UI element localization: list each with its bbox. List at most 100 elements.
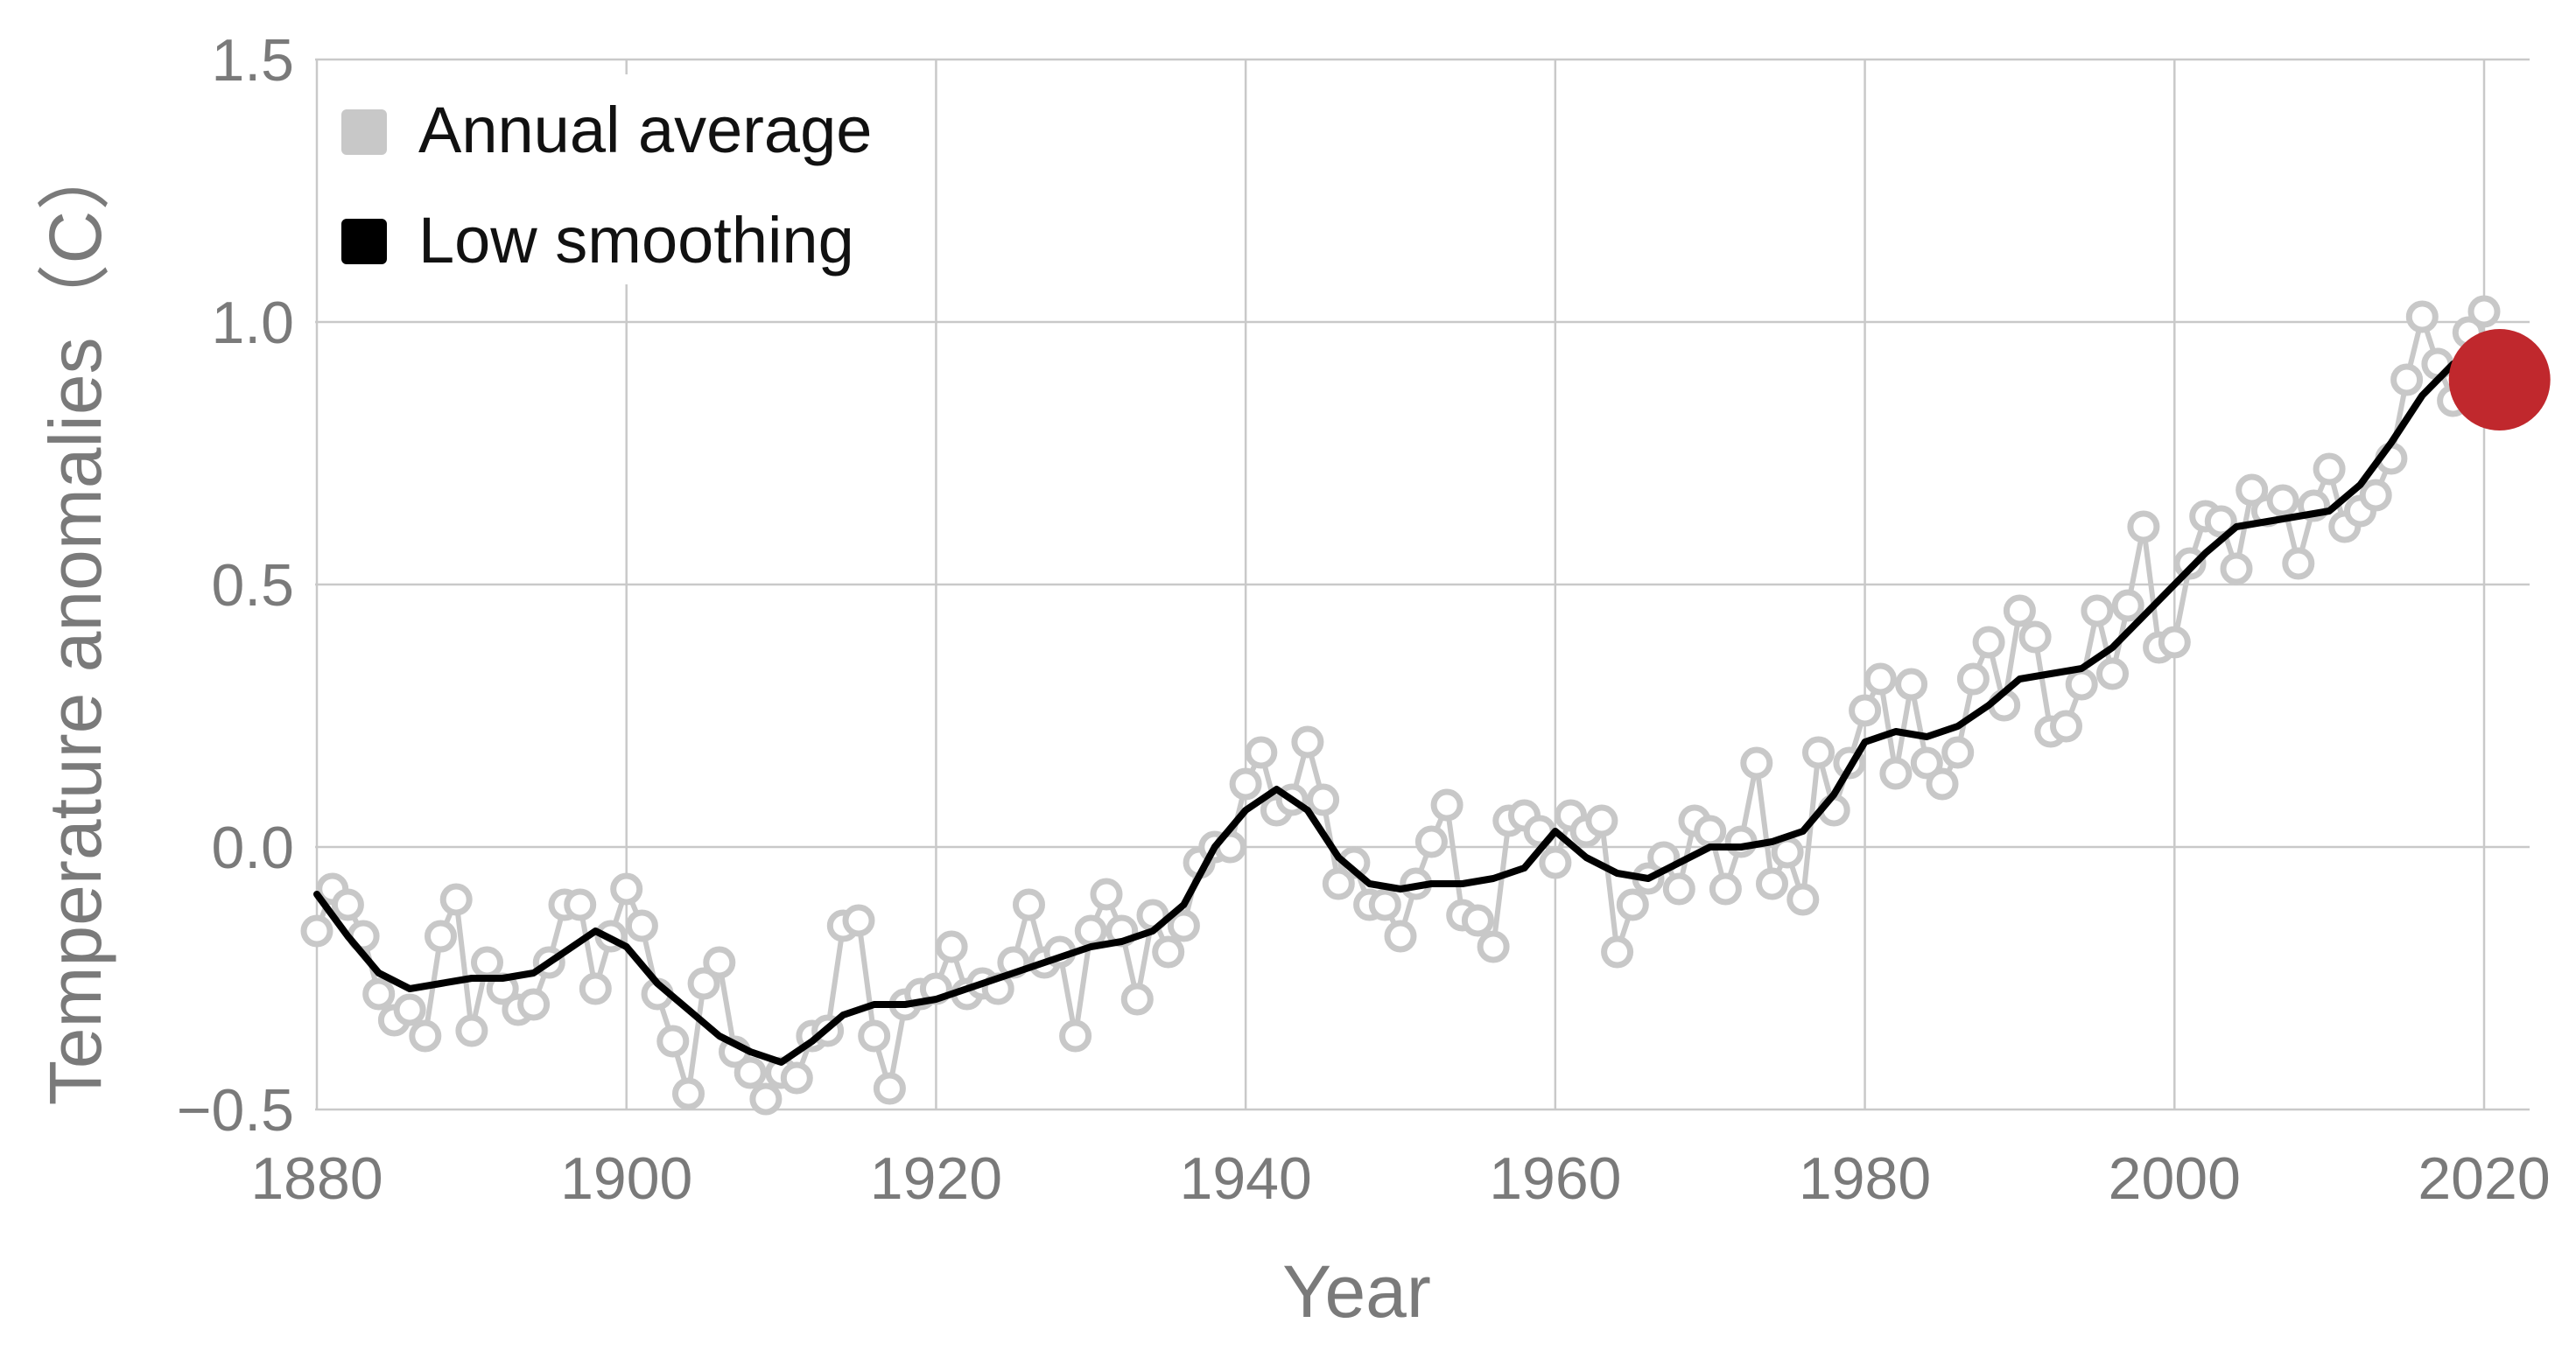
annual-average-point-2003: [2204, 505, 2237, 538]
annual-average-point-1889: [439, 883, 473, 916]
annual-average-point-1988: [1972, 626, 2005, 659]
annual-average-point-2020: [2467, 295, 2501, 328]
annual-average-point-1929: [1059, 1019, 1092, 1053]
annual-average-point-1956: [1477, 930, 1510, 963]
highlight-layer: [2448, 329, 2551, 430]
legend: Annual average Low smoothing: [322, 74, 926, 284]
annual-average-point-1974: [1756, 867, 1788, 900]
annual-average-line: [314, 310, 2487, 1102]
annual-average-point-1931: [1090, 878, 1123, 911]
y-tick-label-2: 0.5: [211, 552, 294, 619]
annual-average-point-1941: [1245, 736, 1278, 769]
grid-layer: [315, 58, 2530, 1111]
annual-average-point-1940: [1229, 767, 1262, 801]
annual-average-point-1930: [1074, 914, 1107, 948]
annual-average-point-1945: [1307, 783, 1340, 816]
x-tick-label-2020: 2020: [2418, 1145, 2550, 1212]
annual-average-point-1981: [1864, 662, 1897, 696]
x-tick-label-1920: 1920: [870, 1145, 1002, 1212]
y-tick-label-0: 1.5: [211, 27, 294, 94]
annual-average-point-2005: [2236, 473, 2269, 507]
annual-average-point-1903: [656, 1025, 690, 1058]
legend-label-low-smoothing: Low smoothing: [418, 204, 854, 276]
annual-average-point-1968: [1662, 872, 1695, 906]
annual-average-point-1976: [1786, 883, 1820, 916]
x-tick-label-2000: 2000: [2109, 1145, 2241, 1212]
tick-labels: 1880 1900 1920 1940 1960 1980 2000 2020 1.5 1.0 0.…: [177, 27, 2551, 1212]
annual-average-point-1973: [1740, 746, 1773, 780]
annual-average-point-1897: [564, 888, 597, 921]
x-axis-title: Year: [1282, 1250, 1431, 1333]
low-smoothing-series: [313, 360, 2457, 1066]
annual-average-point-1983: [1895, 668, 1928, 701]
annual-average-point-1894: [517, 988, 551, 1021]
annual-average-point-2008: [2282, 547, 2315, 580]
annual-average-point-1887: [409, 1019, 442, 1053]
annual-average-point-1995: [2081, 594, 2114, 627]
annual-average-point-1949: [1368, 888, 1401, 921]
annual-average-point-1944: [1291, 725, 1324, 759]
highlight-marker: [2448, 329, 2551, 430]
annual-average-point-1890: [455, 1014, 488, 1047]
annual-average-point-1985: [1926, 767, 1959, 801]
annual-average-point-1987: [1956, 662, 1990, 696]
annual-average-point-1906: [703, 946, 736, 979]
annual-average-point-1993: [2050, 710, 2082, 743]
annual-average-point-1984: [1910, 746, 1943, 780]
annual-average-point-1884: [362, 977, 396, 1011]
annual-average-point-1908: [733, 1056, 767, 1089]
legend-label-annual-average: Annual average: [418, 94, 872, 166]
annual-average-point-1990: [2003, 594, 2036, 627]
y-tick-label-4: −0.5: [177, 1077, 294, 1144]
annual-average-point-1964: [1601, 935, 1634, 969]
legend-swatch-low-smoothing: [341, 219, 387, 264]
x-tick-label-1880: 1880: [250, 1145, 383, 1212]
annual-average-point-1986: [1941, 736, 1975, 769]
annual-average-point-2016: [2405, 300, 2439, 333]
low-smoothing-line: [313, 360, 2457, 1066]
annual-average-point-1882: [331, 888, 364, 921]
legend-background: [322, 74, 926, 284]
y-axis-title: Temperature anomalies（C）: [34, 137, 116, 1105]
x-tick-label-1900: 1900: [560, 1145, 692, 1212]
annual-average-point-1905: [687, 967, 720, 1000]
annual-average-point-1955: [1461, 904, 1494, 937]
annual-average-point-1997: [2111, 589, 2144, 622]
annual-average-point-1933: [1120, 983, 1154, 1016]
annual-average-point-2015: [2390, 363, 2424, 396]
annual-average-point-1994: [2065, 668, 2098, 701]
annual-average-point-1946: [1322, 867, 1355, 900]
annual-average-point-1960: [1539, 846, 1572, 879]
annual-average-point-1970: [1694, 815, 1727, 848]
annual-average-point-1880: [300, 914, 333, 948]
annual-average-point-1972: [1724, 825, 1758, 858]
annual-average-point-1971: [1709, 872, 1742, 906]
annual-average-point-1963: [1585, 804, 1618, 837]
annual-average-point-1952: [1414, 825, 1448, 858]
annual-average-point-1900: [610, 872, 643, 906]
annual-average-point-1935: [1152, 935, 1185, 969]
annual-average-point-2004: [2220, 552, 2253, 585]
annual-average-point-1904: [672, 1077, 705, 1110]
annual-average-point-1980: [1849, 694, 1882, 727]
annual-average-point-1977: [1802, 736, 1835, 769]
annual-average-series: [300, 295, 2501, 1116]
annual-average-point-2001: [2173, 547, 2207, 580]
annual-average-point-1911: [780, 1061, 813, 1095]
annual-average-point-1891: [471, 946, 503, 979]
annual-average-point-1936: [1167, 909, 1200, 942]
y-tick-label-3: 0.0: [211, 815, 294, 881]
legend-swatch-annual-average: [341, 109, 387, 155]
annual-average-point-1915: [842, 904, 875, 937]
x-tick-label-1960: 1960: [1489, 1145, 1621, 1212]
annual-average-point-1898: [579, 972, 612, 1005]
annual-average-point-1950: [1384, 920, 1417, 953]
annual-average-point-1991: [2018, 620, 2052, 654]
annual-average-point-1921: [935, 930, 968, 963]
annual-average-point-2007: [2266, 484, 2299, 517]
annual-average-point-1996: [2096, 657, 2129, 690]
annual-average-point-2010: [2313, 452, 2346, 486]
annual-average-point-1888: [425, 920, 457, 953]
